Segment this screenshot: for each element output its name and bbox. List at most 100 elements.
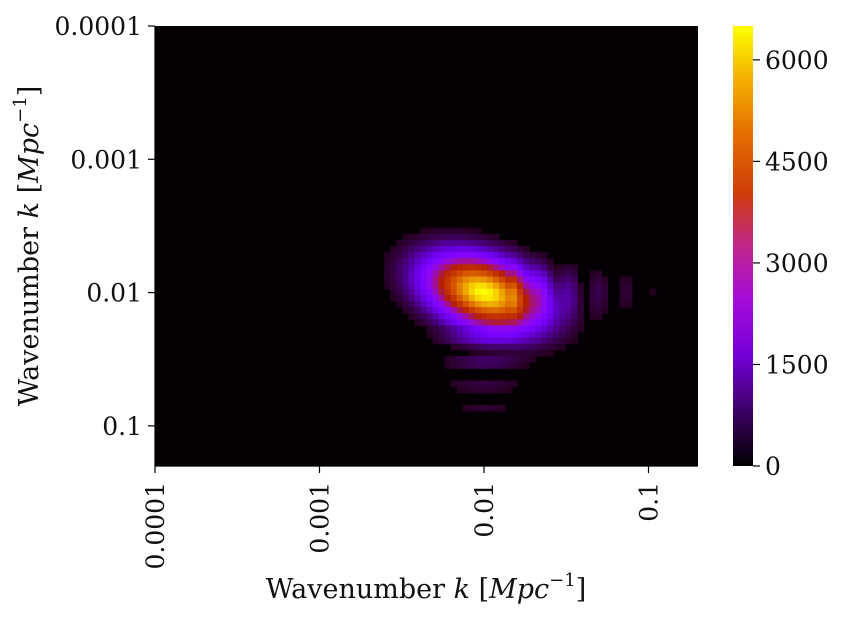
heatmap-cell — [426, 239, 434, 247]
heatmap-cell — [577, 325, 584, 333]
heatmap-cell — [595, 313, 603, 320]
heatmap-cell — [444, 319, 452, 327]
heatmap-cell — [474, 294, 482, 302]
heatmap-cell — [462, 264, 470, 272]
heatmap-cell — [625, 288, 633, 296]
heatmap-cell — [510, 331, 518, 339]
heatmap-cell — [402, 270, 409, 278]
heatmap-cell — [474, 246, 482, 253]
heatmap-cell — [432, 288, 440, 296]
heatmap-cell — [456, 294, 464, 302]
heatmap-cell — [396, 294, 403, 302]
heatmap-cell — [619, 282, 627, 290]
heatmap-cell — [523, 362, 530, 369]
heatmap-cell — [468, 252, 476, 259]
heatmap-cell — [426, 313, 434, 320]
heatmap-cell — [541, 264, 548, 272]
heatmap-cell — [529, 319, 536, 327]
heatmap-cell — [450, 252, 458, 259]
heatmap-cell — [426, 301, 434, 308]
heatmap-cell — [462, 307, 470, 314]
heatmap-cell — [450, 239, 458, 247]
heatmap-cell — [456, 270, 464, 278]
heatmap-cell — [601, 307, 609, 314]
heatmap-cell — [559, 288, 566, 296]
heatmap-cell — [517, 337, 524, 345]
heatmap-cell — [480, 404, 488, 412]
heatmap-cell — [462, 325, 470, 333]
heatmap-cell — [535, 307, 542, 314]
heatmap-cell — [408, 288, 416, 296]
heatmap-cell — [390, 270, 397, 278]
heatmap-cell — [517, 246, 524, 253]
heatmap-cell — [456, 239, 464, 247]
heatmap-cell — [529, 313, 536, 320]
heatmap-cell — [541, 325, 548, 333]
heatmap-cell — [456, 331, 464, 339]
heatmap-cell — [553, 282, 560, 290]
heatmap-cell — [408, 294, 416, 302]
heatmap-cell — [450, 227, 458, 235]
heatmap-cell — [462, 227, 470, 235]
heatmap-cell — [589, 307, 597, 314]
heatmap-cell — [438, 288, 446, 296]
heatmap-cell — [414, 301, 422, 308]
heatmap-cell — [535, 337, 542, 345]
heatmap-cell — [571, 264, 578, 272]
heatmap-cell — [402, 258, 409, 265]
heatmap-cell — [474, 307, 482, 314]
heatmap-cell — [432, 264, 440, 272]
heatmap-cell — [492, 246, 500, 253]
heatmap-cell — [535, 349, 542, 357]
heatmap-cell — [480, 337, 488, 345]
heatmap-cell — [486, 282, 494, 290]
heatmap-cell — [402, 264, 409, 272]
heatmap-cell — [486, 349, 494, 357]
heatmap-cell — [390, 246, 397, 253]
heatmap-cell — [510, 301, 518, 308]
heatmap-cell — [577, 301, 584, 308]
heatmap-cell — [450, 307, 458, 314]
heatmap-cell — [486, 239, 494, 247]
heatmap-cell — [498, 356, 506, 363]
heatmap-cell — [468, 386, 476, 394]
heatmap-cell — [444, 307, 452, 314]
heatmap-cell — [559, 294, 566, 302]
heatmap-cell — [492, 252, 500, 259]
heatmap-cell — [438, 258, 446, 265]
heatmap-cell — [510, 288, 518, 296]
heatmap-cell — [577, 288, 584, 296]
heatmap-cell — [589, 270, 597, 278]
heatmap-cell — [535, 264, 542, 272]
heatmap-cell — [408, 301, 416, 308]
heatmap-cell — [504, 270, 512, 278]
heatmap-cell — [438, 246, 446, 253]
heatmap-cell — [595, 307, 603, 314]
heatmap-cell — [390, 276, 397, 284]
heatmap-cell — [408, 276, 416, 284]
heatmap-cell — [492, 233, 500, 241]
heatmap-cell — [432, 313, 440, 320]
heatmap-cell — [480, 252, 488, 259]
heatmap-cell — [456, 227, 464, 235]
heatmap-cell — [474, 380, 482, 388]
heatmap-cell — [480, 258, 488, 265]
heatmap-cell — [565, 270, 572, 278]
heatmap-cell — [450, 288, 458, 296]
heatmap-cell — [541, 288, 548, 296]
heatmap-cell — [420, 252, 428, 259]
heatmap-cell — [535, 331, 542, 339]
heatmap-cell — [462, 362, 470, 369]
heatmap-cell — [438, 233, 446, 241]
heatmap-cell — [480, 343, 488, 351]
heatmap-cell — [462, 252, 470, 259]
heatmap-cell — [492, 282, 500, 290]
heatmap-cell — [468, 282, 476, 290]
heatmap-cell — [571, 276, 578, 284]
heatmap-cell — [486, 307, 494, 314]
heatmap-cell — [450, 264, 458, 272]
heatmap-cell — [462, 313, 470, 320]
heatmap-cell — [432, 252, 440, 259]
heatmap-cell — [571, 307, 578, 314]
